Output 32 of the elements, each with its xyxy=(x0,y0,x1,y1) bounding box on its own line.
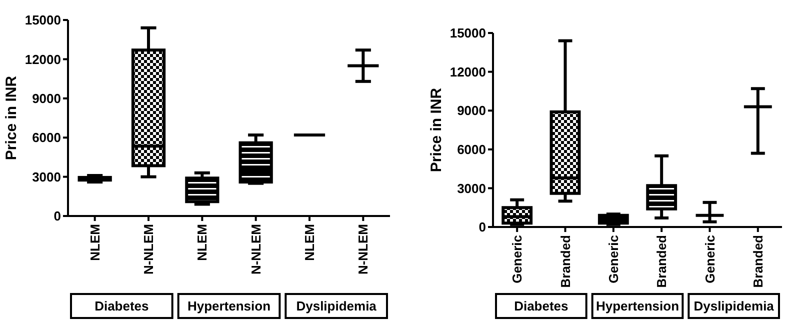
x-tick-label: Generic xyxy=(702,235,718,284)
y-tick-label: 9000 xyxy=(457,103,486,118)
y-axis-title: Price in INR xyxy=(3,76,20,160)
x-tick-label: Branded xyxy=(750,234,766,288)
x-tick-label: N-NLEM xyxy=(248,224,264,275)
y-tick-label: 15000 xyxy=(450,26,486,41)
x-tick-label: NLEM xyxy=(302,224,318,261)
y-tick-label: 0 xyxy=(478,220,486,235)
y-tick-label: 3000 xyxy=(32,169,61,184)
text: Diabetes xyxy=(94,298,149,314)
x-tick-label: N-NLEM xyxy=(356,224,371,275)
text: Hypertension xyxy=(187,298,271,314)
y-axis-title: Price in INR xyxy=(428,88,445,172)
y-tick-label: 9000 xyxy=(32,90,61,106)
text: Hypertension xyxy=(596,298,680,314)
text: Diabetes xyxy=(514,298,568,314)
x-tick-label: NLEM xyxy=(194,224,210,261)
x-tick-label: Branded xyxy=(558,234,573,288)
y-tick-label: 12000 xyxy=(450,64,486,80)
text: Dyslipidemia xyxy=(694,298,775,314)
x-tick-label: NLEM xyxy=(87,224,102,261)
x-tick-label: Branded xyxy=(654,234,670,288)
y-tick-label: 15000 xyxy=(24,12,61,28)
y-tick-label: 12000 xyxy=(24,52,61,67)
text: Dyslipidemia xyxy=(296,298,378,314)
x-tick-label: N-NLEM xyxy=(141,224,156,275)
x-tick-label: Generic xyxy=(606,235,621,284)
y-tick-label: 6000 xyxy=(32,130,61,146)
x-tick-label: Generic xyxy=(510,235,525,284)
y-tick-label: 6000 xyxy=(457,142,486,157)
y-tick-label: 0 xyxy=(54,208,61,224)
y-tick-label: 3000 xyxy=(457,180,486,196)
